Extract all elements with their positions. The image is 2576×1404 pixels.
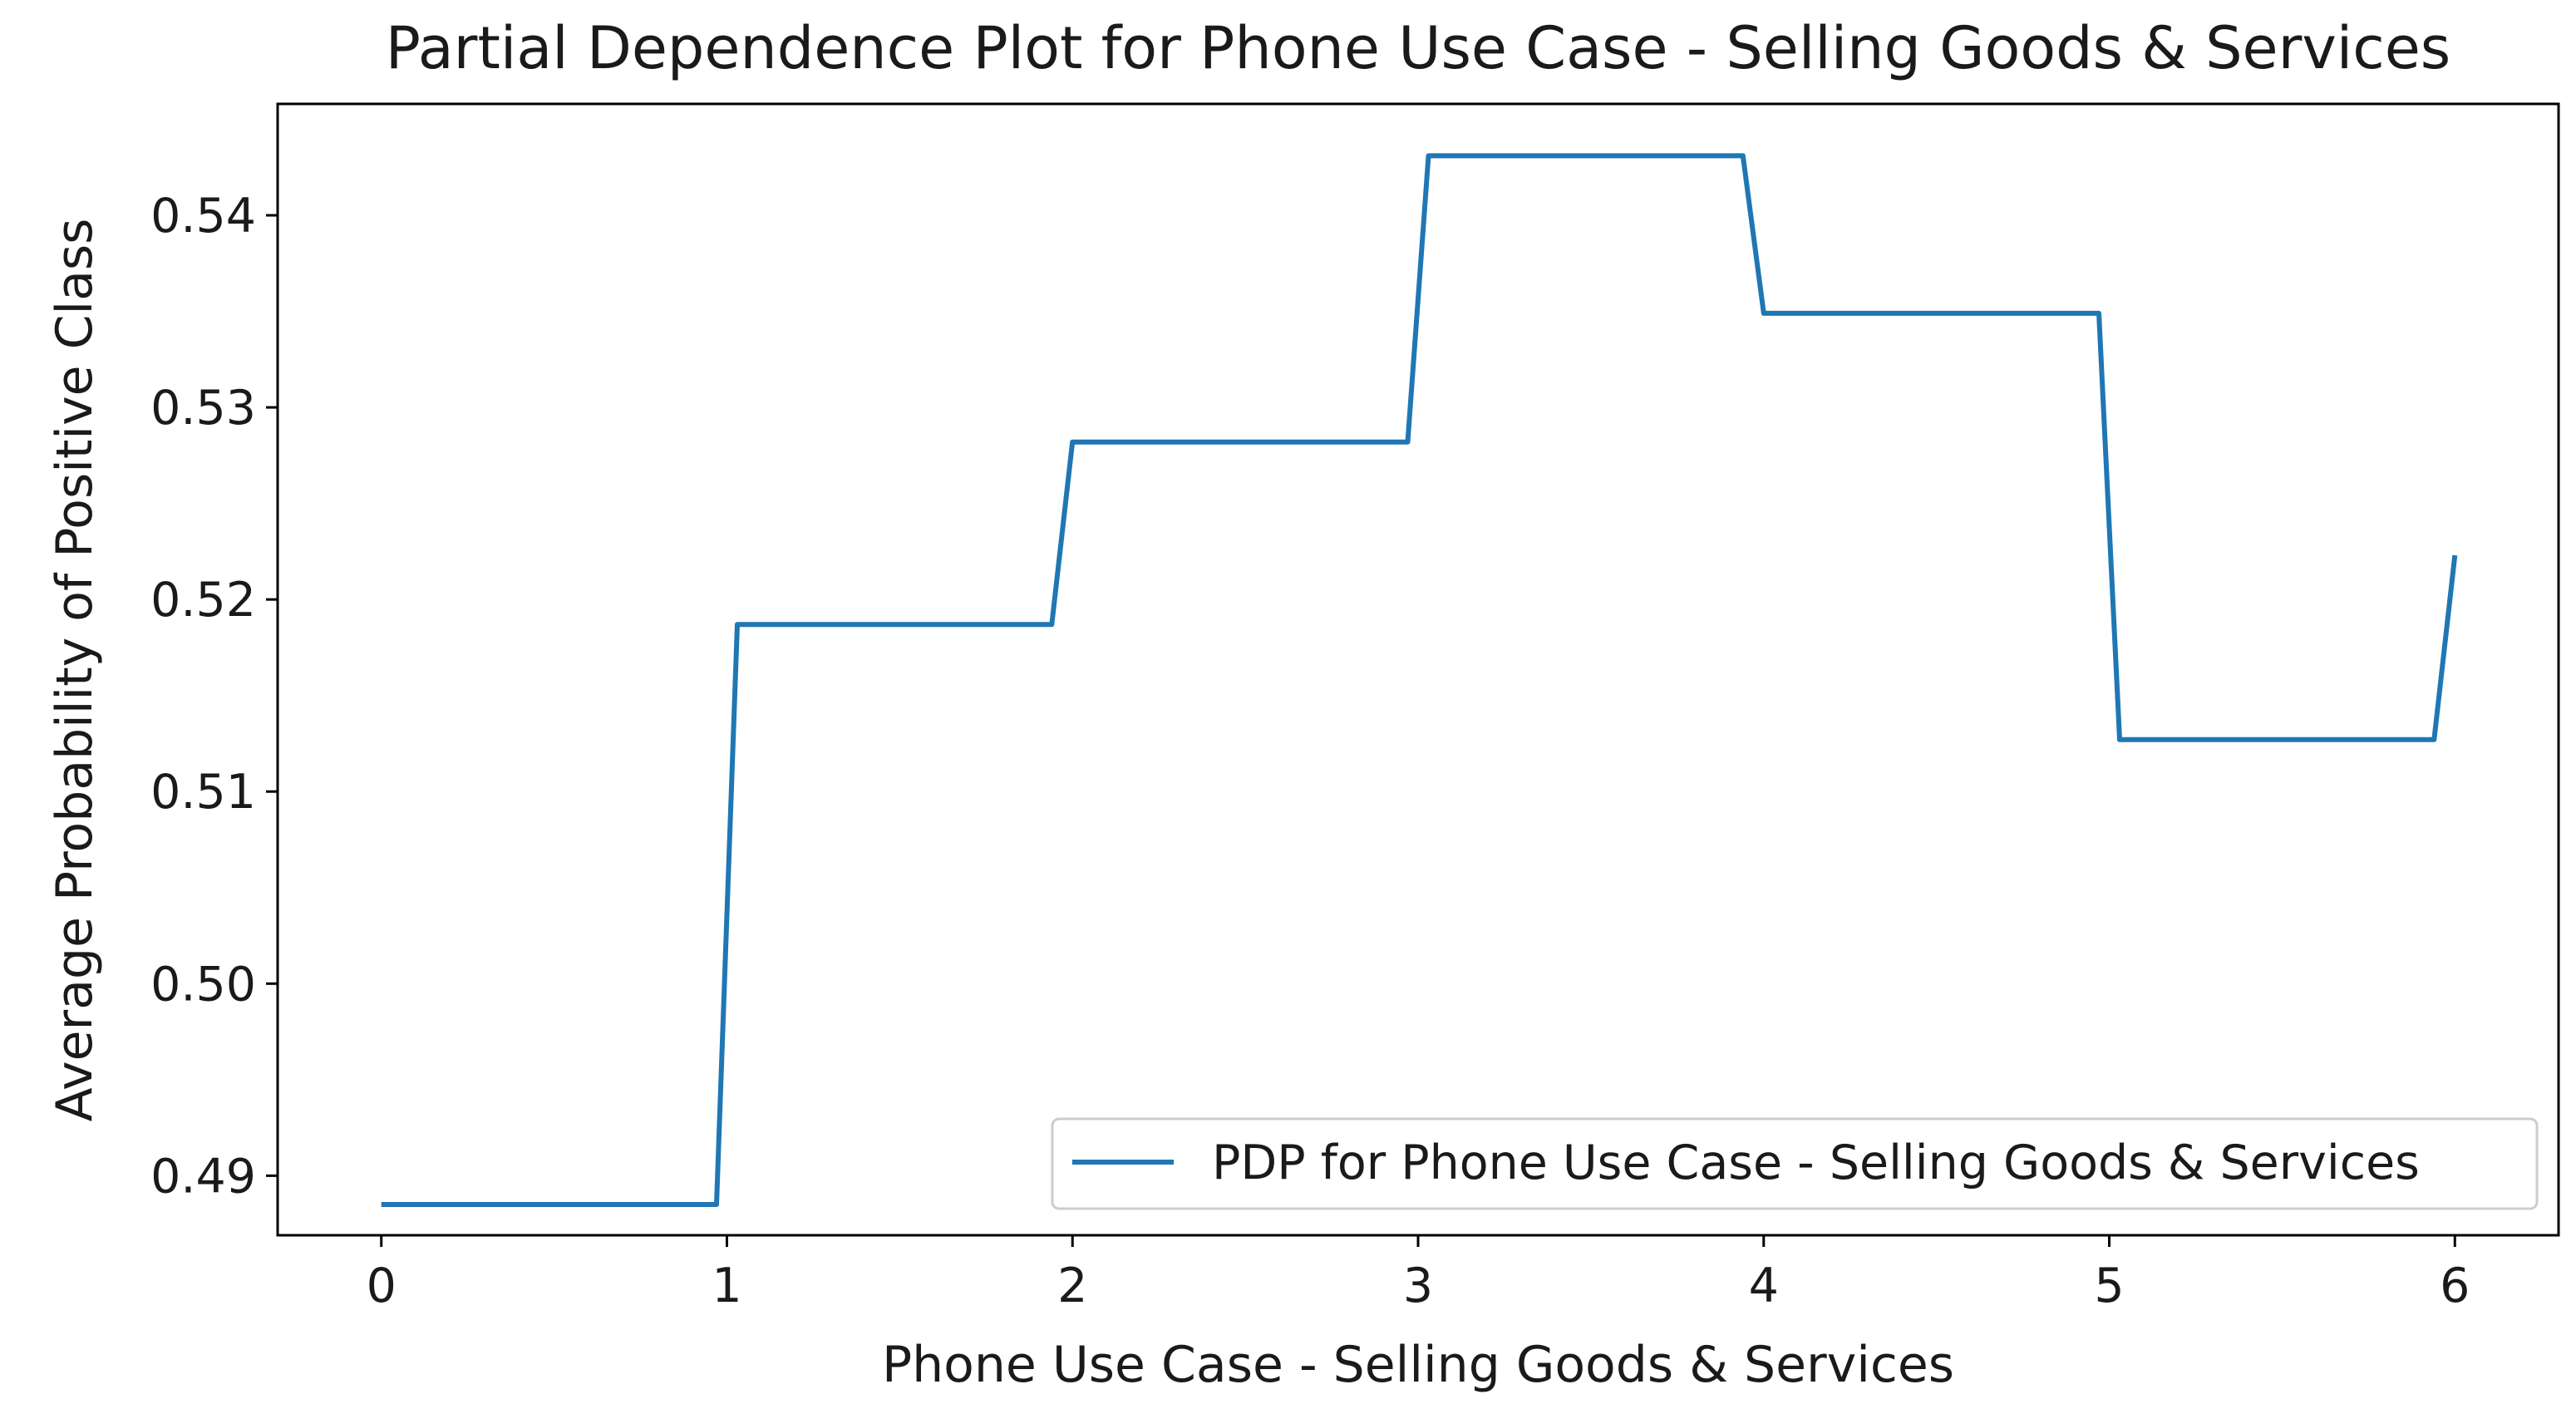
y-tick-label: 0.54 <box>150 189 256 244</box>
chart-title: Partial Dependence Plot for Phone Use Ca… <box>386 14 2451 82</box>
y-tick-label: 0.51 <box>150 765 256 820</box>
x-tick-label: 6 <box>2440 1259 2470 1313</box>
y-axis-label: Average Probability of Positive Class <box>46 219 104 1122</box>
plot-area: 0 1 2 3 4 5 6 0.49 0.50 0.51 0.52 0.53 0.54 <box>150 102 2560 1313</box>
axes-frame <box>276 102 2560 1237</box>
x-tick-label: 0 <box>367 1259 396 1313</box>
y-tick-label: 0.49 <box>150 1149 256 1204</box>
x-axis-label: Phone Use Case - Selling Goods & Service… <box>882 1336 1954 1394</box>
legend-box <box>1051 1117 2539 1210</box>
y-tick-label: 0.52 <box>150 573 256 628</box>
legend: PDP for Phone Use Case - Selling Goods &… <box>1051 1117 2539 1210</box>
legend-label: PDP for Phone Use Case - Selling Goods &… <box>1212 1136 2420 1190</box>
pdp-series-line <box>381 153 2458 1207</box>
y-tick-label: 0.53 <box>150 381 256 436</box>
x-tick-label: 2 <box>1057 1259 1087 1313</box>
x-tick-label: 4 <box>1749 1259 1779 1313</box>
x-tick-label: 1 <box>712 1259 741 1313</box>
x-tick-label: 5 <box>2094 1259 2124 1313</box>
x-tick-label: 3 <box>1403 1259 1433 1313</box>
y-tick-label: 0.50 <box>150 957 256 1012</box>
